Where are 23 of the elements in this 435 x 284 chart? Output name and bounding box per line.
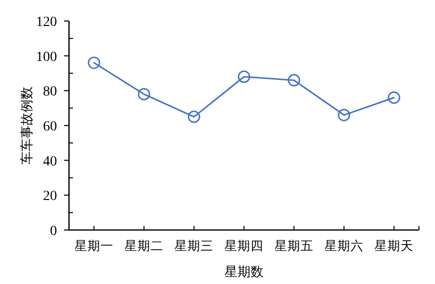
x-tick-label: 星期天	[374, 239, 414, 253]
point	[138, 88, 150, 100]
x-tick-label: 星期三	[174, 239, 214, 253]
x-tick-label: 星期六	[324, 239, 364, 253]
x-tick-label: 星期四	[224, 239, 264, 253]
y-tick-label: 80	[43, 84, 57, 100]
point	[288, 74, 300, 86]
point	[88, 56, 100, 69]
point	[388, 91, 400, 104]
point	[188, 110, 200, 123]
point	[338, 108, 350, 122]
y-tick-label: 20	[43, 189, 57, 204]
y-tick-label: 60	[43, 120, 57, 134]
y-tick-label: 100	[36, 50, 57, 65]
x-tick-label: 星期五	[274, 239, 314, 253]
y-axis-title: 车车事故例数	[19, 86, 34, 164]
point	[238, 70, 250, 83]
x-tick-label: 星期一	[74, 239, 114, 253]
y-tick-label: 120	[36, 15, 57, 30]
y-tick-label: 40	[43, 154, 57, 170]
x-axis-title: 星期数	[224, 264, 264, 279]
y-tick-label: 0	[50, 224, 57, 239]
x-tick-label: 星期二	[124, 239, 164, 253]
